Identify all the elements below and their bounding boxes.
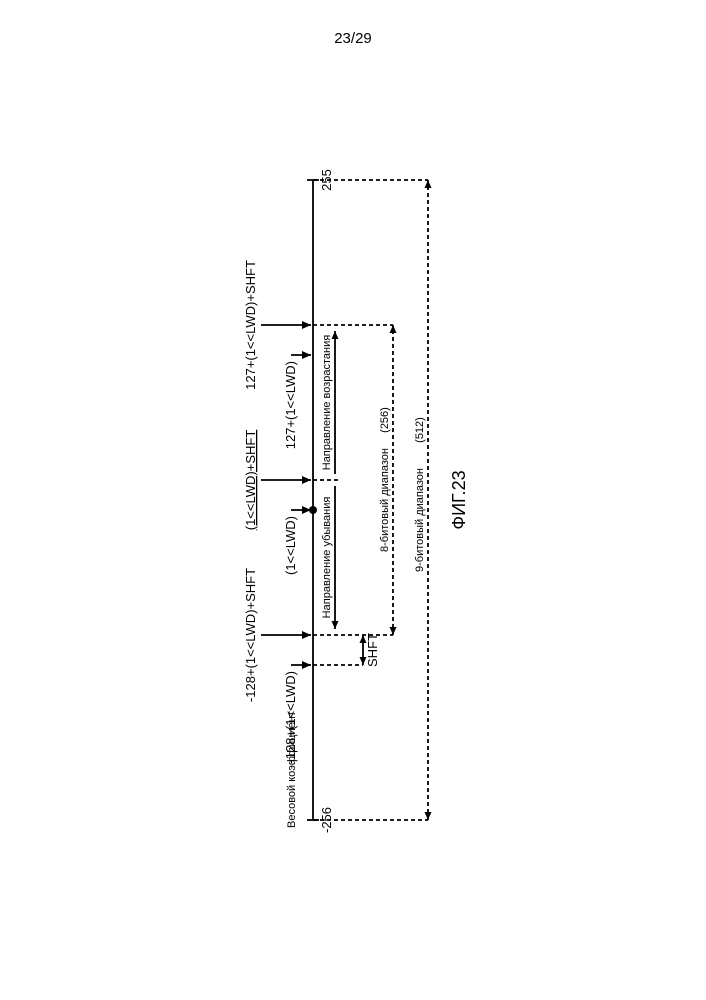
page-number: 23/29	[0, 30, 706, 47]
svg-text:SHFT: SHFT	[365, 633, 380, 667]
svg-text:(1<<LWD)+SHFT: (1<<LWD)+SHFT	[243, 430, 258, 531]
diagram: -256255Весовой коэффициент-128+(1<<LWD)+…	[233, 140, 473, 860]
svg-text:(256): (256)	[379, 407, 391, 433]
svg-text:-128+(1<<LWD)+SHFT: -128+(1<<LWD)+SHFT	[243, 568, 258, 702]
svg-text:127+(1<<LWD): 127+(1<<LWD)	[283, 361, 298, 449]
svg-text:127+(1<<LWD)+SHFT: 127+(1<<LWD)+SHFT	[243, 260, 258, 390]
svg-text:Направление убывания: Направление убывания	[321, 497, 333, 619]
svg-text:Направление возрастания: Направление возрастания	[321, 335, 333, 471]
svg-text:ФИГ.23: ФИГ.23	[449, 470, 469, 529]
svg-text:9-битовый диапазон: 9-битовый диапазон	[414, 468, 426, 572]
svg-text:(1<<LWD): (1<<LWD)	[283, 516, 298, 575]
svg-text:8-битовый диапазон: 8-битовый диапазон	[379, 448, 391, 552]
svg-text:-128+(1<<LWD): -128+(1<<LWD)	[283, 671, 298, 764]
diagram-svg: -256255Весовой коэффициент-128+(1<<LWD)+…	[233, 140, 473, 860]
svg-text:(512): (512)	[414, 417, 426, 443]
